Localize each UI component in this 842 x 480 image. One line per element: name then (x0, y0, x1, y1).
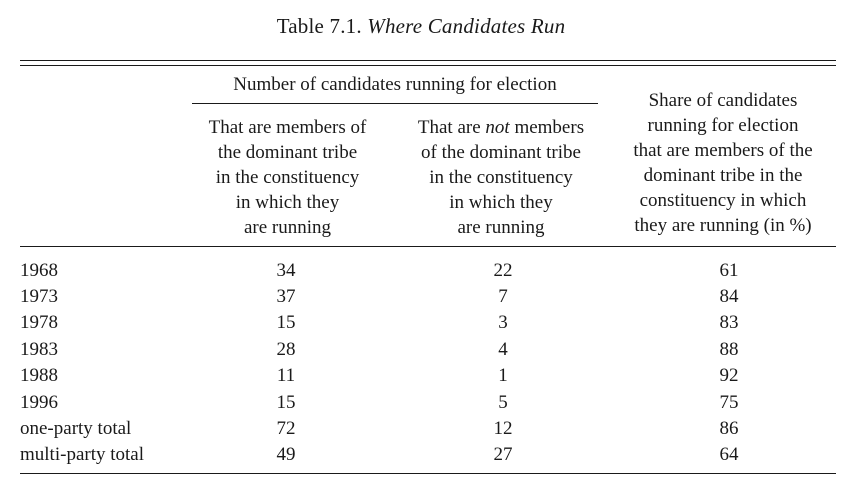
col-members-line: in which they (235, 192, 340, 213)
col-header-share: Share of candidates running for election… (608, 88, 838, 238)
col-members-line: are running (243, 217, 332, 238)
cell-members: 15 (276, 312, 296, 333)
cell-members: 37 (276, 286, 296, 307)
col-not-members-line: in which they (449, 192, 553, 213)
cell-not-members: 4 (498, 339, 508, 360)
col-not-members-suffix: members (509, 117, 585, 138)
col-share-line: that are members of the (633, 140, 813, 161)
top-rule-outer (20, 60, 836, 61)
row-label: 1978 (20, 312, 58, 333)
top-rule-inner (20, 65, 836, 66)
col-share-line: Share of candidates (648, 90, 798, 111)
row-label: multi-party total (20, 444, 145, 465)
col-members-line: That are members of (208, 117, 367, 138)
header-bottom-rule (20, 246, 836, 247)
cell-share: 64 (719, 444, 739, 465)
caption-label: Table 7.1. (276, 14, 362, 38)
group-header-label: Number of candidates running for electio… (233, 74, 557, 95)
row-label: 1973 (20, 286, 58, 307)
cell-share: 61 (719, 260, 739, 281)
group-header-rule (192, 103, 598, 104)
cell-not-members: 22 (493, 260, 513, 281)
cell-members: 11 (276, 365, 296, 386)
cell-not-members: 1 (498, 365, 508, 386)
col-share-line: running for election (647, 115, 799, 136)
col-share-line: dominant tribe in the (643, 165, 803, 186)
row-label: 1996 (20, 392, 58, 413)
cell-not-members: 27 (493, 444, 513, 465)
row-label: 1983 (20, 339, 58, 360)
col-header-members: That are members of the dominant tribe i… (185, 115, 390, 240)
cell-members: 28 (276, 339, 296, 360)
cell-members: 15 (276, 392, 296, 413)
col-not-members-line: That are not members (395, 115, 607, 140)
caption-title: Where Candidates Run (367, 14, 566, 38)
cell-not-members: 12 (493, 418, 513, 439)
row-label: 1988 (20, 365, 58, 386)
cell-share: 83 (719, 312, 739, 333)
col-not-members-emphasis: not (485, 117, 510, 138)
group-header: Number of candidates running for electio… (190, 72, 600, 97)
cell-members: 72 (276, 418, 296, 439)
cell-not-members: 5 (498, 392, 508, 413)
cell-share: 88 (719, 339, 739, 360)
col-not-members-prefix: That are (417, 117, 486, 138)
table-caption: Table 7.1. Where Candidates Run (0, 14, 842, 39)
col-not-members-line: in the constituency (429, 167, 573, 188)
row-label: one-party total (20, 418, 132, 439)
cell-not-members: 7 (498, 286, 508, 307)
col-not-members-line: are running (457, 217, 545, 238)
col-header-not-members: That are not members of the dominant tri… (395, 115, 607, 240)
col-share-line: constituency in which (639, 190, 807, 211)
cell-share: 84 (719, 286, 739, 307)
cell-share: 86 (719, 418, 739, 439)
cell-members: 49 (276, 444, 296, 465)
table-bottom-rule (20, 473, 836, 474)
col-members-line: in the constituency (215, 167, 360, 188)
row-label: 1968 (20, 260, 58, 281)
cell-share: 92 (719, 365, 739, 386)
col-not-members-line: of the dominant tribe (421, 142, 581, 163)
col-members-line: the dominant tribe (217, 142, 358, 163)
cell-not-members: 3 (498, 312, 508, 333)
cell-members: 34 (276, 260, 296, 281)
col-share-line: they are running (in %) (634, 215, 812, 236)
cell-share: 75 (719, 392, 739, 413)
